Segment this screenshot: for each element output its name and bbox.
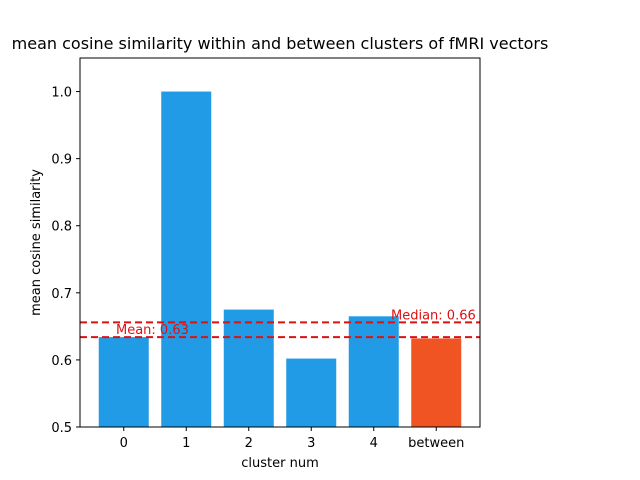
reference-lines-layer: Mean: 0.63 Median: 0.66 [80,308,480,339]
y-tick-label: 0.6 [51,354,72,369]
x-tick-label: 4 [370,436,378,451]
x-tick-label: 1 [182,436,190,451]
y-tick-label: 0.8 [51,220,72,235]
bar-0 [98,337,149,427]
x-tick-label: 3 [307,436,315,451]
bar-between [411,338,462,427]
y-tick-label: 0.9 [51,153,72,168]
chart-title: mean cosine similarity within and betwee… [12,34,549,53]
bar-3 [286,358,337,427]
y-tick-label: 1.0 [51,86,72,101]
bar-1 [161,91,212,428]
y-tick-label: 0.7 [51,287,72,302]
x-tick-label: 0 [120,436,128,451]
x-tick-label: between [408,436,464,451]
bar-4 [348,316,399,427]
plot-frame [79,57,481,428]
y-tick-label: 0.5 [51,421,72,436]
x-ticks-layer: 0 1 2 3 4 between [120,427,464,451]
x-tick-label: 2 [245,436,253,451]
y-axis-label: mean cosine similarity [29,169,44,316]
reference-line-label-1: Median: 0.66 [391,308,476,323]
reference-line-label-0: Mean: 0.63 [116,323,189,338]
y-ticks-layer: 0.5 0.6 0.7 0.8 0.9 1.0 [51,86,80,436]
x-axis-label: cluster num [241,456,319,471]
bars-layer [98,91,462,428]
bar-2 [223,309,274,427]
